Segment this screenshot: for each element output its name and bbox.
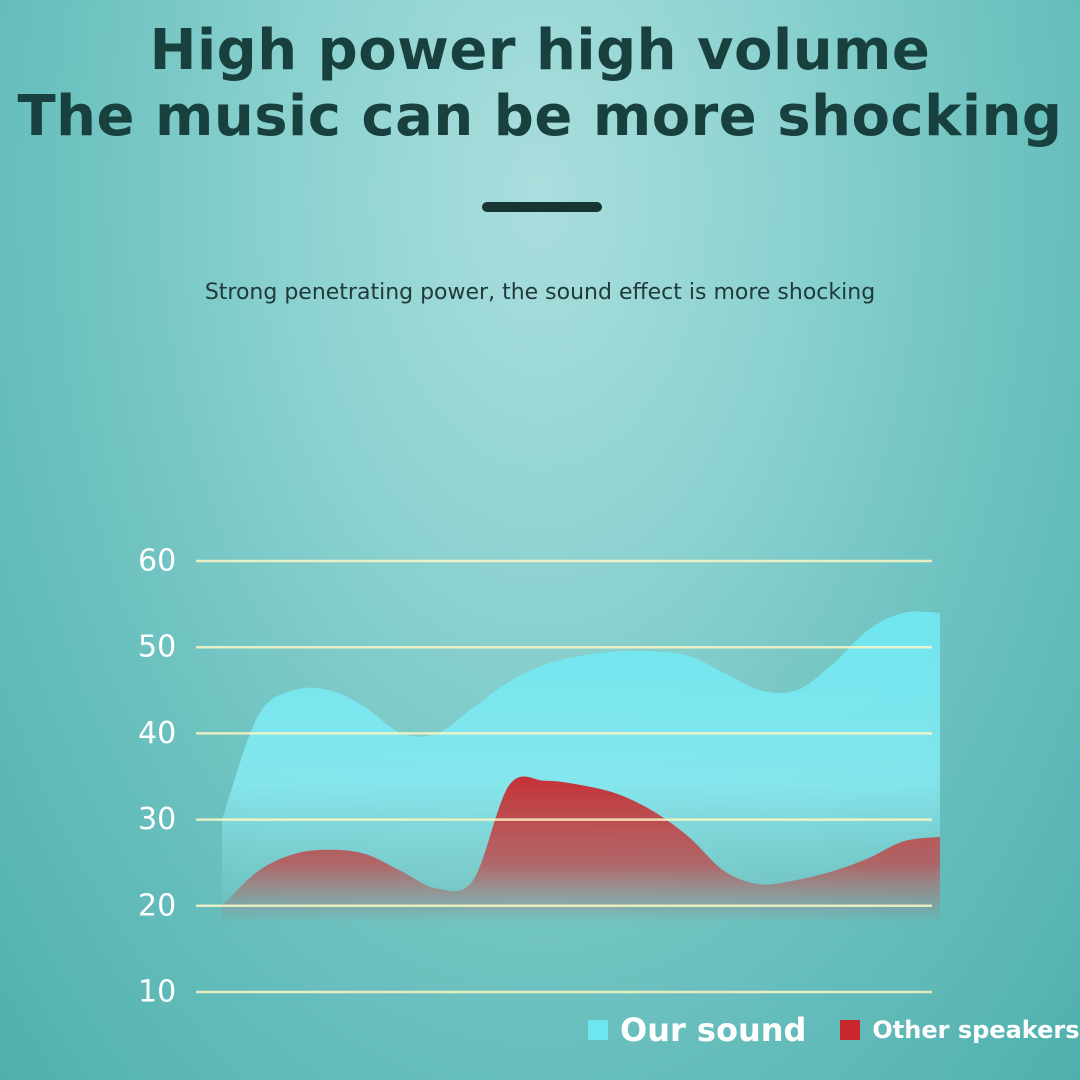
series-area-other-speakers: [222, 776, 940, 924]
series-layer: [222, 611, 940, 924]
legend-swatch-our-sound: [588, 1020, 608, 1040]
title-line-1: High power high volume: [149, 18, 931, 83]
y-tick-label-60: 60: [138, 544, 176, 579]
subtitle: Strong penetrating power, the sound effe…: [204, 280, 876, 305]
legend: Our sound Other speakers: [588, 1008, 1080, 1052]
legend-label-our-sound: Our sound: [620, 1011, 807, 1049]
y-tick-label-10: 10: [138, 975, 176, 1010]
y-tick-label-20: 20: [138, 888, 176, 923]
y-tick-label-50: 50: [138, 630, 176, 665]
y-tick-label-40: 40: [138, 716, 176, 751]
title-divider: [482, 202, 602, 212]
series-area-our-sound: [222, 611, 940, 924]
volume-chart: 10 20 30 40 50 60: [138, 544, 940, 1010]
title-line-2: The music can be more shocking: [17, 84, 1063, 149]
y-tick-label-30: 30: [138, 802, 176, 837]
legend-item-other-speakers: Other speakers: [840, 1016, 1080, 1044]
legend-label-other-speakers: Other speakers: [872, 1016, 1080, 1044]
grid-layer: 10 20 30 40 50 60: [138, 544, 932, 1010]
legend-item-our-sound: Our sound: [588, 1011, 840, 1049]
legend-swatch-other-speakers: [840, 1020, 861, 1040]
page-title: High power high volume The music can be …: [0, 18, 1080, 150]
